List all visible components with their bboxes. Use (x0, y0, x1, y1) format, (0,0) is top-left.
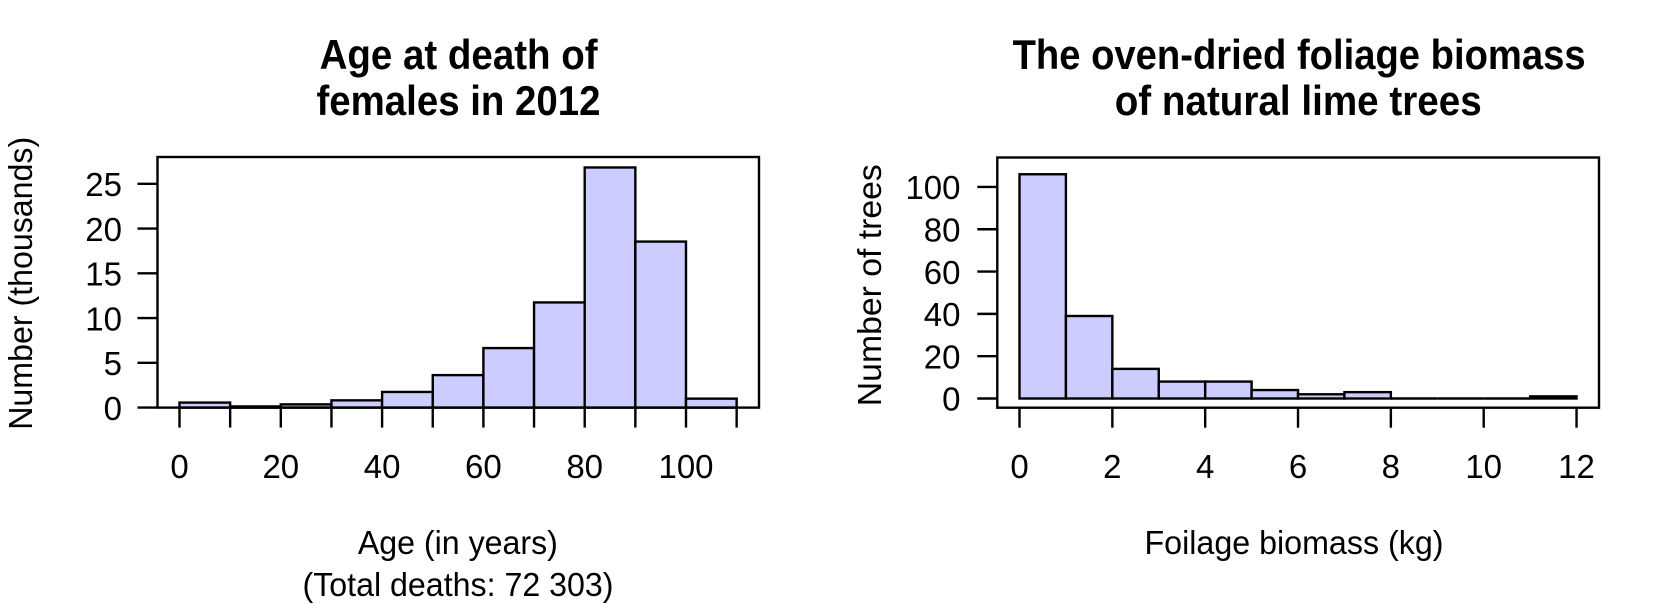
svg-text:25: 25 (85, 166, 122, 203)
svg-text:10: 10 (85, 300, 122, 337)
svg-text:females in 2012: females in 2012 (317, 77, 601, 124)
svg-text:Age at death of: Age at death of (320, 31, 599, 78)
svg-text:6: 6 (1289, 448, 1307, 485)
svg-text:0: 0 (170, 448, 188, 485)
svg-text:20: 20 (262, 448, 299, 485)
svg-text:Foilage biomass (kg): Foilage biomass (kg) (1145, 524, 1444, 561)
svg-text:60: 60 (924, 254, 961, 291)
svg-text:8: 8 (1382, 448, 1400, 485)
svg-text:2: 2 (1103, 448, 1121, 485)
svg-text:0: 0 (104, 390, 122, 427)
svg-text:80: 80 (566, 448, 603, 485)
svg-text:20: 20 (85, 211, 122, 248)
svg-text:The oven-dried foliage biomass: The oven-dried foliage biomass (1013, 31, 1586, 78)
svg-text:Number of trees: Number of trees (851, 164, 888, 406)
svg-text:Age (in years): Age (in years) (358, 524, 558, 561)
svg-text:10: 10 (1465, 448, 1502, 485)
svg-text:0: 0 (942, 381, 960, 418)
svg-text:Number (thousands): Number (thousands) (2, 137, 39, 430)
svg-text:(Total deaths: 72 303): (Total deaths: 72 303) (303, 566, 614, 603)
svg-text:100: 100 (905, 169, 960, 206)
svg-text:80: 80 (924, 211, 961, 248)
svg-text:15: 15 (85, 256, 122, 293)
svg-text:5: 5 (104, 345, 122, 382)
svg-text:0: 0 (1010, 448, 1028, 485)
svg-text:40: 40 (924, 296, 961, 333)
svg-text:100: 100 (658, 448, 713, 485)
svg-text:4: 4 (1196, 448, 1214, 485)
svg-text:60: 60 (465, 448, 502, 485)
svg-text:of natural lime trees: of natural lime trees (1115, 77, 1482, 124)
svg-text:12: 12 (1558, 448, 1595, 485)
svg-text:40: 40 (364, 448, 401, 485)
svg-text:20: 20 (924, 338, 961, 375)
